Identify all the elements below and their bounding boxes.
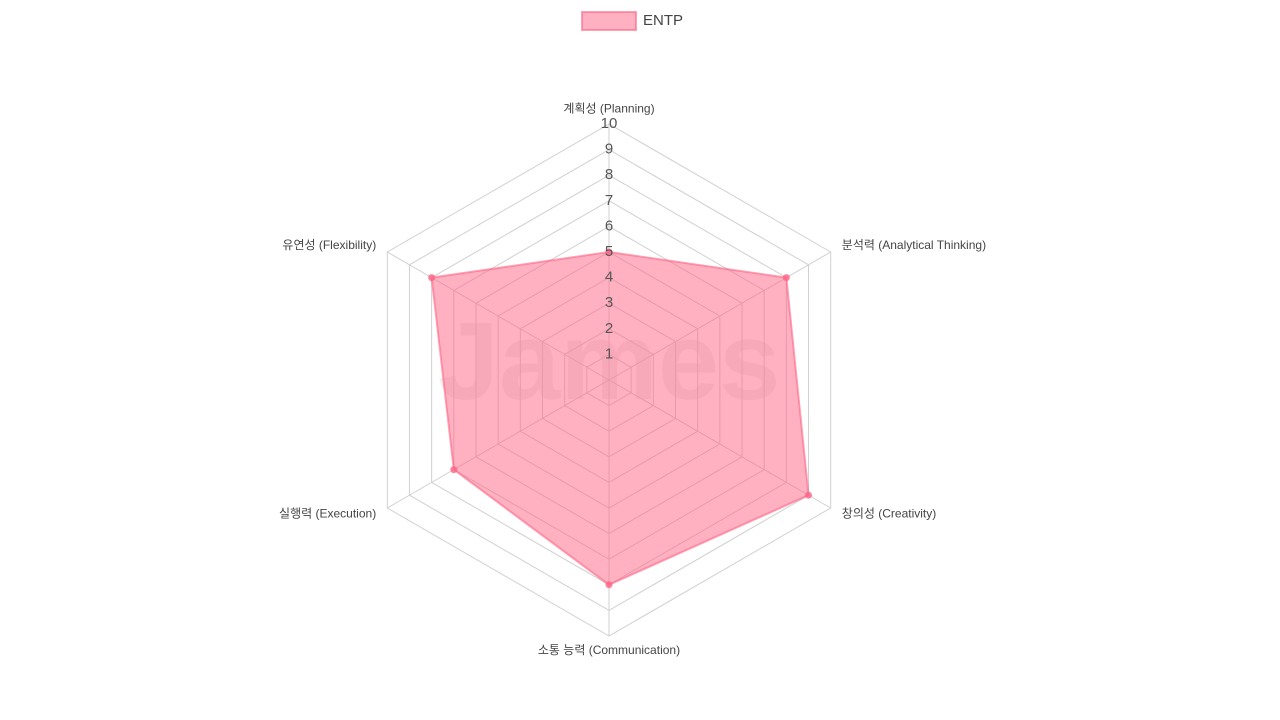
r-tick-label: 7 xyxy=(605,192,613,209)
r-tick-label: 2 xyxy=(605,320,613,337)
axis-label: 분석력 (Analytical Thinking) xyxy=(842,238,986,252)
point xyxy=(428,274,436,282)
axis-label: 실행력 (Execution) xyxy=(279,506,376,521)
r-tick-label: 8 xyxy=(605,166,613,183)
legend-label: ENTP xyxy=(643,12,683,29)
point xyxy=(782,274,790,282)
axis-label: 계획성 (Planning) xyxy=(563,101,654,115)
r-tick-label: 1 xyxy=(605,345,613,362)
series-area xyxy=(430,250,810,586)
r-tick-label: 4 xyxy=(605,269,613,286)
point xyxy=(605,248,613,256)
legend-swatch xyxy=(581,11,637,31)
point xyxy=(450,466,458,474)
r-tick-label: 5 xyxy=(605,243,613,260)
labels: 계획성 (Planning) 분석력 (Analytical Thinking) 창… xyxy=(279,101,986,657)
point xyxy=(805,491,813,499)
axis-label: 소통 능력 (Communication) xyxy=(538,643,680,657)
r-tick-label: 3 xyxy=(605,294,613,311)
axis-label: 유연성 (Flexibility) xyxy=(282,238,376,252)
axis-label: 창의성 (Creativity) xyxy=(842,507,936,521)
point xyxy=(605,581,613,589)
r-tick-label: 10 xyxy=(601,115,618,132)
r-tick-label: 6 xyxy=(605,217,613,234)
r-tick-label: 9 xyxy=(605,141,613,158)
